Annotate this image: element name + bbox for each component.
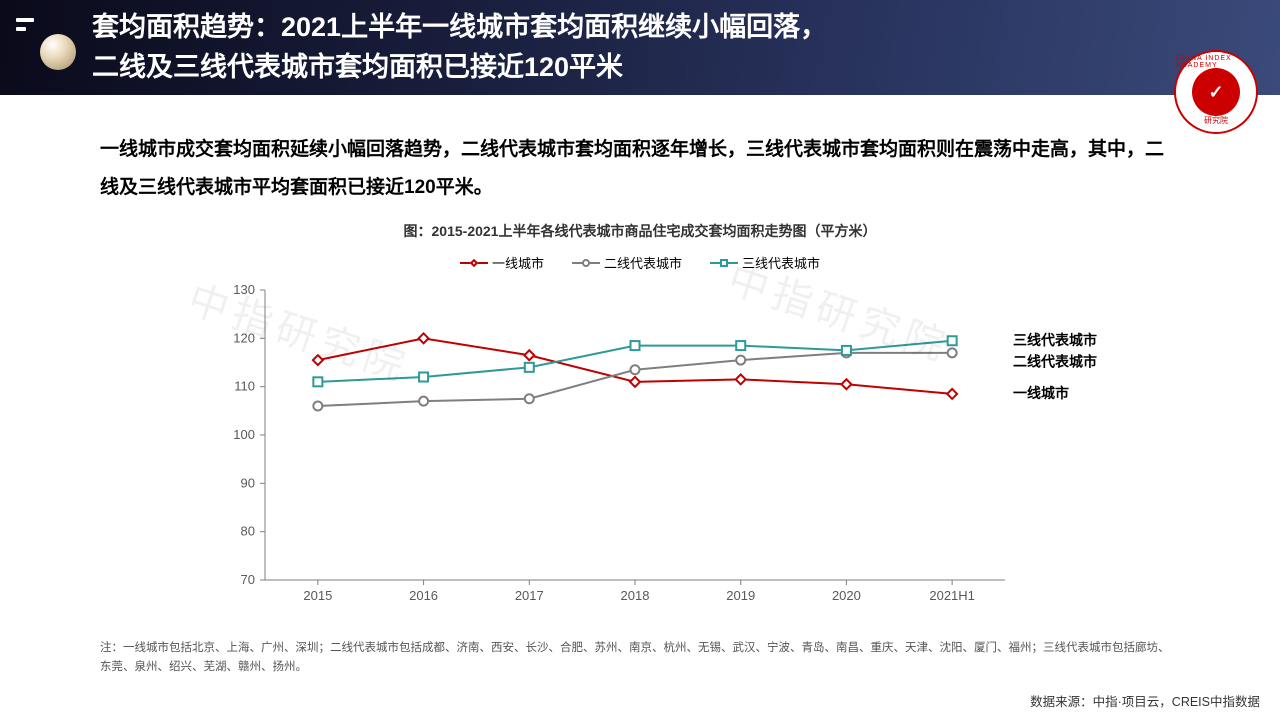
svg-text:100: 100 xyxy=(233,427,255,442)
summary-text: 一线城市成交套均面积延续小幅回落趋势，二线代表城市套均面积逐年增长，三线代表城市… xyxy=(100,131,1180,207)
line-chart: 70 80 90 100 110 120 130 2015 2016 2017 2018 2019 20… xyxy=(205,280,1125,610)
svg-text:2018: 2018 xyxy=(621,588,650,603)
svg-text:2015: 2015 xyxy=(303,588,332,603)
svg-text:70: 70 xyxy=(241,572,255,587)
svg-text:130: 130 xyxy=(233,282,255,297)
svg-text:二线代表城市: 二线代表城市 xyxy=(1013,354,1097,370)
svg-text:80: 80 xyxy=(241,524,255,539)
legend-item: 一线城市 xyxy=(460,253,544,272)
logo-top-text: CHINA INDEX ACADEMY xyxy=(1176,55,1256,69)
legend-item: 三线代表城市 xyxy=(710,253,820,272)
svg-text:一线城市: 一线城市 xyxy=(1013,385,1069,401)
svg-text:120: 120 xyxy=(233,330,255,345)
slide-header: 套均面积趋势：2021上半年一线城市套均面积继续小幅回落， 二线及三线代表城市套… xyxy=(0,0,1280,95)
svg-text:2020: 2020 xyxy=(832,588,861,603)
chart-legend: 一线城市 二线代表城市 三线代表城市 xyxy=(205,253,1075,272)
logo-bottom-text: 研究院 xyxy=(1204,115,1228,126)
legend-item: 二线代表城市 xyxy=(572,253,682,272)
svg-text:110: 110 xyxy=(234,379,255,394)
svg-text:2021H1: 2021H1 xyxy=(929,588,975,603)
title-line1: 套均面积趋势：2021上半年一线城市套均面积继续小幅回落， xyxy=(92,8,827,47)
menu-icon xyxy=(16,18,36,36)
svg-text:2016: 2016 xyxy=(409,588,438,603)
slide-title: 套均面积趋势：2021上半年一线城市套均面积继续小幅回落， 二线及三线代表城市套… xyxy=(92,8,827,86)
brand-logo: CHINA INDEX ACADEMY 研究院 xyxy=(1174,50,1258,134)
chart-container: 图：2015-2021上半年各线代表城市商品住宅成交套均面积走势图（平方米） 一… xyxy=(205,221,1075,610)
chart-title: 图：2015-2021上半年各线代表城市商品住宅成交套均面积走势图（平方米） xyxy=(205,221,1075,241)
svg-text:2017: 2017 xyxy=(515,588,544,603)
svg-text:90: 90 xyxy=(241,475,255,490)
footnote: 注：一线城市包括北京、上海、广州、深圳；二线代表城市包括成都、济南、西安、长沙、… xyxy=(100,639,1180,678)
data-source: 数据来源：中指·项目云，CREIS中指数据 xyxy=(1030,691,1260,710)
header-globe-icon xyxy=(40,34,76,70)
title-line2: 二线及三线代表城市套均面积已接近120平米 xyxy=(92,48,827,87)
logo-center xyxy=(1192,68,1240,116)
svg-text:2019: 2019 xyxy=(726,588,755,603)
svg-text:三线代表城市: 三线代表城市 xyxy=(1013,332,1097,348)
